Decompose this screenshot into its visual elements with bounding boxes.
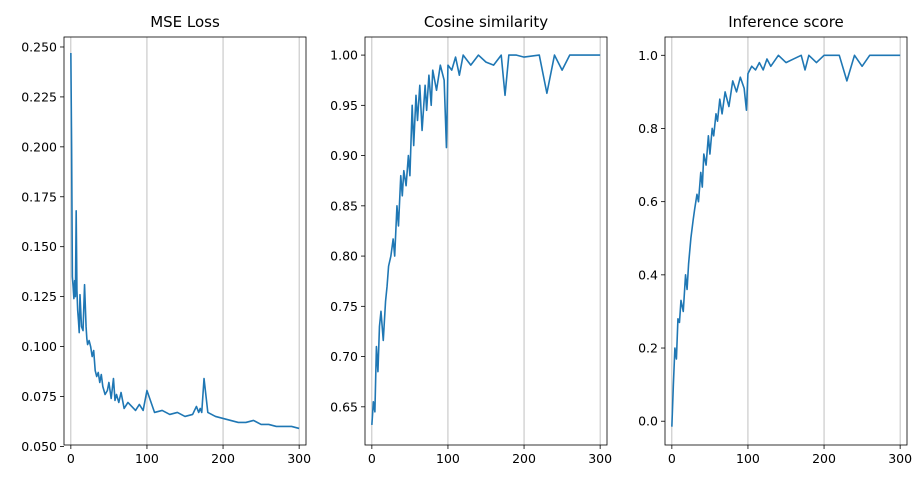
y-tick-label: 0.225 [21,89,57,104]
y-tick-label: 0.85 [330,198,358,213]
x-tick-label: 300 [888,451,912,466]
y-tick-label: 0.075 [21,389,57,404]
series-line [671,54,901,427]
y-tick-label: 0.80 [330,249,358,264]
plot-frame [63,36,307,446]
y-tick-label: 0.200 [21,139,57,154]
y-tick-label: 0.175 [21,189,57,204]
y-tick-label: 1.0 [638,48,658,63]
x-tick-label: 100 [436,451,460,466]
x-tick-label: 100 [736,451,760,466]
y-tick-label: 0.75 [330,299,358,314]
y-tick-label: 0.95 [330,98,358,113]
y-tick-label: 0.0 [638,414,658,429]
y-tick-label: 0.150 [21,239,57,254]
x-tick-label: 300 [287,451,311,466]
chart-panel-cosine-similarity: Cosine similarity 0 100 200 300 0.65 0.70 0.75… [330,13,612,466]
plot-frame [664,36,908,446]
chart-panel-inference-score: Inference score 0 100 200 300 0.0 0.2 0.4 0.6 0.… [638,13,912,466]
chart-title: Inference score [728,13,844,31]
x-tick-label: 0 [368,451,376,466]
y-tick-label: 0.6 [638,194,658,209]
y-tick-label: 0.65 [330,399,358,414]
y-tick-label: 1.00 [330,48,358,63]
y-tick-label: 0.8 [638,121,658,136]
x-tick-label: 300 [588,451,612,466]
x-tick-label: 0 [67,451,75,466]
x-tick-label: 200 [812,451,836,466]
chart-panel-mse-loss: MSE Loss 0 100 200 300 0.050 0.075 0.100 0.125 0… [21,13,311,466]
y-tick-label: 0.4 [638,267,658,282]
y-tick-label: 0.125 [21,289,57,304]
plot-frame [364,36,608,446]
chart-title: MSE Loss [150,13,220,31]
x-tick-label: 200 [211,451,235,466]
y-tick-label: 0.90 [330,148,358,163]
series-line [371,54,601,425]
chart-title: Cosine similarity [424,13,548,31]
y-tick-label: 0.70 [330,349,358,364]
y-tick-label: 0.2 [638,341,658,356]
x-tick-label: 200 [512,451,536,466]
x-tick-label: 0 [668,451,676,466]
series-line [70,52,300,430]
y-tick-label: 0.250 [21,39,57,54]
y-tick-label: 0.050 [21,439,57,454]
y-tick-label: 0.100 [21,339,57,354]
x-tick-label: 100 [135,451,159,466]
